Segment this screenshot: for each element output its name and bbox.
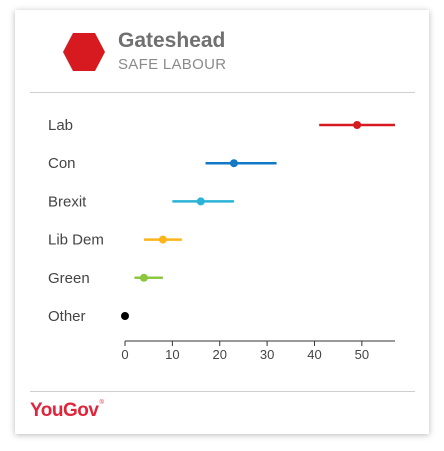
estimate-point [139, 273, 148, 282]
seat-rating: SAFE LABOUR [118, 56, 227, 73]
estimate-point [353, 121, 362, 129]
header-divider [30, 92, 415, 93]
category-label: Green [48, 270, 90, 287]
estimate-point [229, 159, 238, 168]
hexagon-icon [63, 33, 105, 71]
x-tick-label: 20 [213, 347, 227, 362]
estimate-point [196, 197, 205, 206]
estimate-point [158, 235, 167, 244]
constituency-title: Gateshead [118, 29, 226, 52]
x-tick-label: 40 [307, 347, 321, 362]
x-tick-label: 30 [260, 347, 274, 362]
x-tick-label: 50 [355, 347, 369, 362]
category-label: Other [48, 308, 86, 325]
footer-divider [30, 391, 415, 392]
yougov-logo: YouGov® [30, 400, 104, 421]
category-label: Con [48, 155, 76, 172]
category-label: Lab [48, 117, 73, 134]
category-label: Lib Dem [48, 232, 104, 249]
x-tick-label: 10 [165, 347, 179, 362]
category-label: Brexit [48, 193, 87, 210]
chart-card [15, 10, 429, 434]
estimate-point [121, 312, 129, 320]
x-tick-label: 0 [121, 347, 128, 362]
